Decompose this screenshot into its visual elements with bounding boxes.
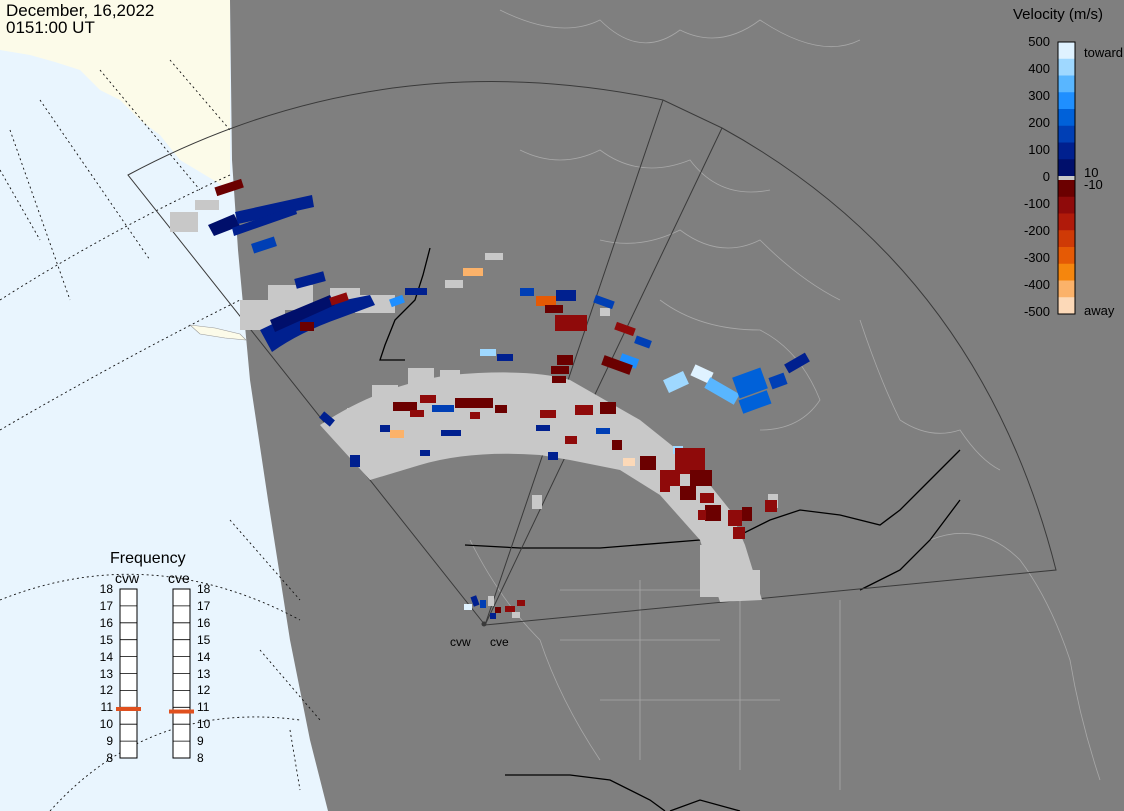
frequency-scale-label-left: 16	[99, 615, 113, 630]
colorbar-away-segment	[1058, 180, 1075, 198]
velocity-tick-label: 400	[1028, 61, 1050, 76]
frequency-scale-label-left: 15	[99, 632, 113, 647]
velocity-away-cells	[214, 178, 777, 539]
near-radar-cells	[464, 595, 525, 627]
frequency-scale-label-right: 15	[197, 632, 211, 647]
frequency-marker	[169, 709, 194, 714]
colorbar-away-segment	[1058, 280, 1075, 298]
borders	[379, 247, 961, 811]
away-label: away	[1084, 303, 1115, 318]
velocity-tick-label: 100	[1028, 142, 1050, 157]
colorbar-away-segment	[1058, 213, 1075, 231]
ground-scatter	[170, 200, 778, 602]
velocity-tick-label: 0	[1042, 169, 1050, 184]
velocity-tick-label: -300	[1023, 250, 1050, 265]
title-date: December, 16,2022	[6, 1, 155, 20]
frequency-marker	[116, 706, 141, 711]
velocity-tick-label: 10	[1084, 165, 1099, 180]
radar-site-label-cve: cve	[490, 635, 509, 649]
velocity-tick-label: -100	[1023, 196, 1050, 211]
frequency-scale-label-right: 8	[197, 751, 204, 765]
colorbar-away-segment	[1058, 263, 1075, 281]
colorbar-toward-segment	[1058, 159, 1075, 177]
radar-site-marker	[481, 621, 487, 627]
frequency-scale-label-left: 11	[100, 700, 113, 715]
velocity-colorbar	[1057, 41, 1076, 315]
colorbar-zero-segment	[1058, 176, 1075, 180]
frequency-scale-label-right: 10	[197, 717, 211, 732]
colorbar-away-segment	[1058, 297, 1075, 315]
lat-lon-grid	[0, 59, 321, 811]
frequency-scale-label-right: 13	[197, 666, 211, 681]
frequency-scale-label-left: 13	[99, 666, 113, 681]
colorbar-away-segment	[1058, 196, 1075, 214]
frequency-scale-label-left: 9	[106, 734, 113, 749]
colorbar-toward-segment	[1058, 92, 1075, 110]
frequency-scale-label-left: 17	[99, 598, 113, 613]
velocity-tick-label: -200	[1023, 223, 1050, 238]
colorbar-toward-segment	[1058, 142, 1075, 160]
frequency-title: Frequency	[110, 550, 186, 567]
frequency-scale-label-right: 18	[197, 582, 211, 596]
title-time: 0151:00 UT	[6, 18, 95, 37]
frequency-scale-label-left: 8	[106, 751, 113, 765]
velocity-tick-label: -10	[1084, 177, 1103, 192]
colorbar-toward-segment	[1058, 109, 1075, 127]
coastlines	[469, 9, 1101, 790]
velocity-legend-title: Velocity (m/s)	[1013, 6, 1104, 23]
velocity-tick-label: 200	[1028, 115, 1050, 130]
frequency-scale-label-right: 9	[197, 734, 204, 749]
colorbar-toward-segment	[1058, 42, 1075, 60]
frequency-scale-label-left: 14	[99, 649, 113, 664]
colorbar-away-segment	[1058, 247, 1075, 265]
colorbar-toward-segment	[1058, 75, 1075, 93]
velocity-toward-cells	[208, 195, 810, 467]
frequency-radar-cve-label: cve	[168, 570, 190, 586]
velocity-tick-label: -400	[1023, 277, 1050, 292]
field-of-view	[127, 81, 1057, 626]
colorbar-away-segment	[1058, 230, 1075, 248]
frequency-scale-label-left: 10	[99, 717, 113, 732]
radar-site-label-cvw: cvw	[450, 635, 471, 649]
aleutian-island	[189, 324, 247, 341]
frequency-scale-label-right: 14	[197, 649, 211, 664]
toward-label: toward	[1084, 45, 1124, 60]
frequency-radar-cvw-label: cvw	[115, 570, 140, 586]
frequency-scale-label-right: 17	[197, 598, 211, 613]
velocity-tick-label: 300	[1028, 88, 1050, 103]
colorbar-outline	[1057, 41, 1076, 315]
frequency-scale-label-left: 12	[99, 683, 113, 698]
velocity-tick-label: 500	[1028, 34, 1050, 49]
sunlit-ocean	[0, 0, 328, 811]
frequency-scale-label-right: 12	[197, 683, 211, 698]
frequency-scale-label-right: 11	[197, 700, 210, 715]
sunlit-land-alaska	[0, 0, 230, 190]
frequency-scale-label-right: 16	[197, 615, 211, 630]
frequency-scale-label-left: 18	[99, 582, 113, 596]
velocity-tick-label: -500	[1023, 304, 1050, 319]
colorbar-toward-segment	[1058, 58, 1075, 76]
colorbar-toward-segment	[1058, 125, 1075, 143]
frequency-panel	[116, 588, 194, 759]
